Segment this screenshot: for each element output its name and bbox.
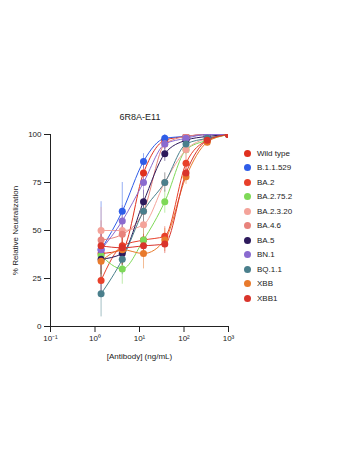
svg-text:[Antibody] (ng/mL): [Antibody] (ng/mL)	[107, 352, 173, 361]
html-text:Wild type: Wild type	[257, 148, 290, 158]
html-text:BA.4.6: BA.4.6	[257, 221, 281, 231]
html-text:BA.2: BA.2	[257, 177, 275, 187]
svg-text:10⁰: 10⁰	[89, 334, 101, 343]
svg-text:10²: 10²	[178, 334, 190, 343]
html-text:BA.5: BA.5	[257, 235, 275, 245]
svg-text:100: 100	[28, 130, 42, 139]
html-text:XBB1: XBB1	[257, 293, 278, 303]
svg-text:10³: 10³	[223, 334, 235, 343]
html-text:BA.2.3.20: BA.2.3.20	[257, 206, 293, 216]
html-text:BN.1: BN.1	[257, 250, 275, 260]
svg-text:10⁻¹: 10⁻¹	[43, 334, 58, 343]
html-text:XBB: XBB	[257, 279, 273, 289]
html-text:BQ.1.1: BQ.1.1	[257, 264, 282, 274]
svg-text:25: 25	[33, 274, 42, 283]
html-text:6R8A-E11: 6R8A-E11	[119, 112, 161, 122]
svg-text:75: 75	[33, 178, 42, 187]
svg-text:50: 50	[33, 226, 42, 235]
svg-text:10¹: 10¹	[134, 334, 146, 343]
svg-text:% Relative Neutralization: % Relative Neutralization	[11, 186, 20, 275]
svg-text:0: 0	[37, 322, 42, 331]
html-text:BA.2.75.2: BA.2.75.2	[257, 192, 293, 202]
html-text:B.1.1.529: B.1.1.529	[257, 163, 292, 173]
